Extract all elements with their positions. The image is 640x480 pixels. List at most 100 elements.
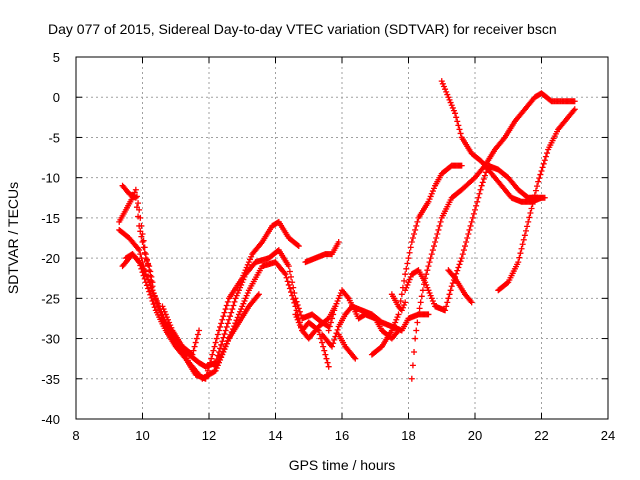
- x-tick-label: 12: [202, 428, 216, 443]
- data-point: [467, 298, 474, 305]
- data-point: [296, 322, 303, 329]
- data-point: [335, 239, 342, 246]
- data-point: [408, 375, 415, 382]
- data-point: [541, 157, 548, 164]
- data-point: [288, 273, 295, 280]
- data-point: [515, 259, 522, 266]
- data-point: [407, 273, 414, 280]
- data-point: [220, 313, 227, 320]
- data-point: [206, 363, 212, 370]
- data-point: [168, 324, 175, 331]
- data-point: [428, 295, 435, 302]
- y-tick-label: -35: [41, 372, 60, 387]
- data-point: [240, 300, 247, 307]
- data-point: [140, 237, 147, 244]
- data-point: [234, 289, 241, 296]
- data-point: [220, 334, 227, 341]
- data-point: [394, 328, 401, 335]
- data-point: [531, 192, 538, 199]
- data-point: [352, 355, 359, 362]
- data-point: [397, 298, 404, 305]
- data-point: [244, 261, 251, 268]
- y-tick-label: -10: [41, 171, 60, 186]
- data-point: [436, 222, 443, 229]
- data-point: [395, 311, 402, 318]
- data-point: [295, 243, 302, 250]
- data-point: [294, 302, 301, 309]
- data-point: [282, 271, 289, 278]
- data-point: [150, 290, 157, 297]
- data-point: [296, 308, 303, 315]
- data-point: [403, 265, 410, 272]
- data-point: [399, 304, 406, 311]
- data-point: [322, 351, 329, 358]
- data-point: [219, 316, 226, 323]
- data-point: [443, 303, 450, 310]
- data-point: [425, 287, 432, 294]
- data-point: [139, 239, 146, 246]
- data-point: [428, 251, 435, 258]
- data-point: [325, 363, 332, 370]
- data-point: [145, 260, 152, 267]
- data-point: [448, 283, 455, 290]
- data-point: [334, 326, 341, 333]
- data-point: [411, 348, 418, 355]
- data-point: [137, 262, 144, 269]
- data-point: [132, 194, 139, 201]
- data-track-4: [116, 186, 156, 290]
- data-point: [452, 110, 459, 117]
- data-point: [138, 265, 145, 272]
- data-point: [404, 260, 411, 267]
- data-point: [237, 308, 244, 315]
- data-point: [323, 355, 330, 362]
- data-point: [391, 322, 398, 329]
- data-point: [500, 135, 507, 142]
- data-point: [240, 272, 247, 279]
- data-track-18: [445, 267, 475, 306]
- data-point: [404, 281, 411, 288]
- data-point: [425, 198, 432, 205]
- data-point: [412, 335, 419, 342]
- data-point: [164, 316, 171, 323]
- data-point: [214, 331, 221, 338]
- data-point: [149, 298, 156, 305]
- data-point: [526, 214, 533, 221]
- data-point: [414, 218, 421, 225]
- y-tick-label: -5: [48, 130, 60, 145]
- y-tick-label: -20: [41, 251, 60, 266]
- y-tick-label: -40: [41, 412, 60, 427]
- data-point: [468, 218, 475, 225]
- data-point: [412, 226, 419, 233]
- data-track-5: [119, 182, 156, 286]
- data-point: [480, 176, 487, 183]
- x-tick-label: 14: [268, 428, 282, 443]
- data-point: [211, 343, 218, 350]
- data-point: [218, 341, 225, 348]
- data-point: [429, 188, 436, 195]
- data-point: [428, 190, 435, 197]
- data-point: [446, 291, 453, 298]
- data-point: [413, 222, 420, 229]
- data-point: [245, 259, 252, 266]
- data-point: [136, 259, 143, 266]
- data-point: [244, 289, 251, 296]
- data-point: [468, 299, 475, 306]
- data-point: [444, 299, 451, 306]
- data-point: [224, 320, 231, 327]
- data-point: [518, 245, 525, 252]
- data-point: [472, 206, 478, 213]
- data-point: [137, 251, 144, 258]
- data-point: [166, 319, 173, 326]
- data-point: [417, 299, 424, 306]
- data-point: [457, 258, 464, 265]
- data-point: [405, 255, 412, 262]
- data-point: [330, 340, 337, 347]
- data-point: [463, 239, 470, 246]
- data-point: [321, 347, 328, 354]
- data-point: [402, 299, 409, 306]
- data-point: [388, 327, 395, 334]
- data-point: [235, 287, 242, 294]
- data-point: [221, 309, 228, 316]
- data-point: [430, 300, 437, 307]
- data-point: [151, 304, 158, 311]
